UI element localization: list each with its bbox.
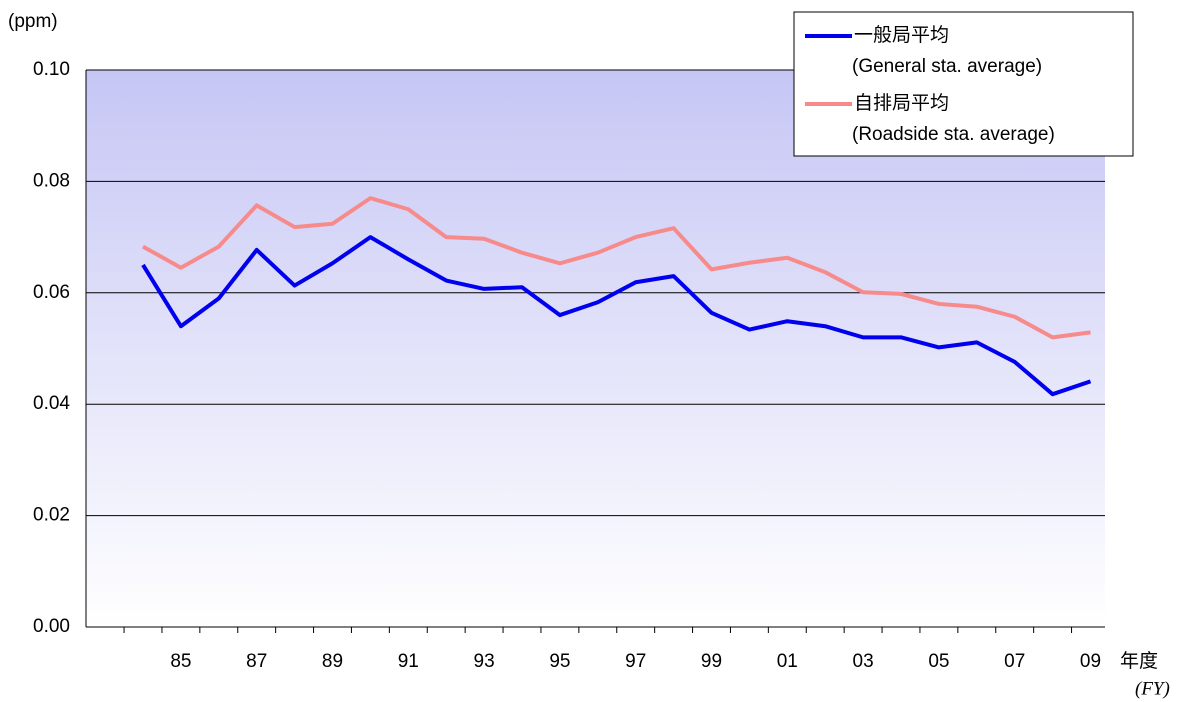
plot	[85, 69, 1105, 633]
x-tick-label: 07	[1004, 651, 1025, 672]
x-tick-label: 87	[246, 651, 267, 672]
y-tick-label: 0.08	[33, 170, 70, 191]
x-tick-label: 95	[549, 651, 570, 672]
x-tick-label: 01	[777, 651, 798, 672]
series-line	[141, 235, 1092, 397]
x-axis-label: 年度	[1120, 650, 1158, 672]
legend-sublabel: (Roadside sta. average)	[852, 124, 1055, 145]
y-tick-label: 0.02	[33, 505, 70, 526]
series-line	[142, 196, 1091, 340]
x-tick-label: 99	[701, 651, 722, 672]
x-tick-label: 91	[398, 651, 419, 672]
legend-sublabel: (General sta. average)	[852, 56, 1042, 77]
legend-label: 自排局平均	[854, 92, 949, 114]
legend-label: 一般局平均	[854, 24, 949, 46]
y-tick-label: 0.06	[33, 282, 70, 303]
y-unit: (ppm)	[8, 11, 58, 32]
x-axis-label-en: (FY)	[1135, 678, 1170, 699]
plot-area	[86, 70, 1105, 627]
y-tick-label: 0.04	[33, 393, 70, 414]
x-tick-label: 85	[170, 651, 191, 672]
x-tick-label: 89	[322, 651, 343, 672]
x-tick-label: 09	[1080, 651, 1101, 672]
x-tick-label: 05	[928, 651, 949, 672]
x-tick-label: 93	[474, 651, 495, 672]
y-tick-label: 0.00	[33, 616, 70, 637]
x-tick-label: 97	[625, 651, 646, 672]
y-tick-label: 0.10	[33, 59, 70, 80]
x-tick-label: 03	[853, 651, 874, 672]
